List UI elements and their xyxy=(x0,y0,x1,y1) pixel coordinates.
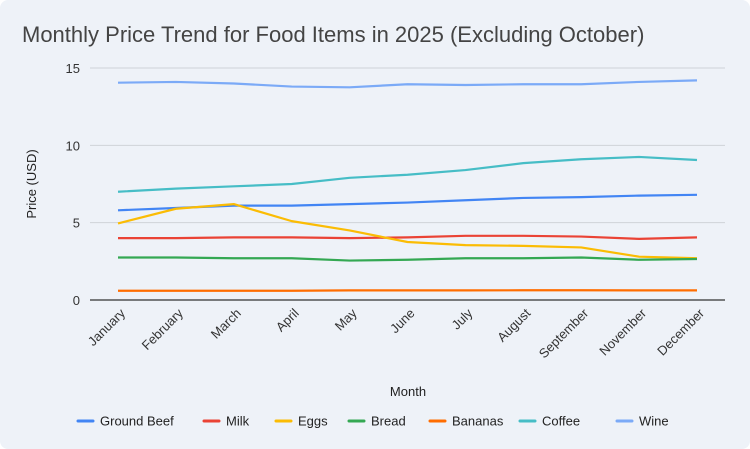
legend-item: Milk xyxy=(202,414,250,429)
series-line-wine xyxy=(117,79,698,89)
legend-label: Wine xyxy=(639,414,669,429)
series-line-bread xyxy=(118,256,698,262)
x-tick-label: May xyxy=(332,305,360,333)
series-line-ground-beef xyxy=(117,193,698,212)
legend-item: Bread xyxy=(347,414,406,429)
legend-label: Eggs xyxy=(298,414,328,429)
y-axis-label: Price (USD) xyxy=(24,149,39,218)
legend-item: Ground Beef xyxy=(76,414,174,429)
series-line-coffee xyxy=(117,155,698,193)
x-tick-label: August xyxy=(494,305,533,344)
y-tick-label: 10 xyxy=(66,138,80,153)
series-line-eggs xyxy=(117,203,698,260)
x-tick-label: January xyxy=(85,305,129,349)
x-tick-label: December xyxy=(654,305,707,358)
y-tick-label: 0 xyxy=(73,293,80,308)
legend-item: Bananas xyxy=(428,414,504,429)
x-axis-label: Month xyxy=(390,384,426,399)
x-tick-label: September xyxy=(536,305,592,361)
legend-label: Ground Beef xyxy=(100,414,174,429)
x-tick-label: February xyxy=(139,305,187,353)
x-tick-label: June xyxy=(387,306,418,337)
legend-label: Milk xyxy=(226,414,250,429)
legend-label: Coffee xyxy=(542,414,580,429)
x-tick-label: July xyxy=(449,305,476,332)
legend-item: Wine xyxy=(615,414,669,429)
legend-label: Bread xyxy=(371,414,406,429)
x-tick-label: March xyxy=(208,306,244,342)
legend-item: Eggs xyxy=(274,414,328,429)
series-line-milk xyxy=(118,234,698,241)
legend-item: Coffee xyxy=(518,414,580,429)
y-tick-label: 5 xyxy=(73,216,80,231)
y-tick-label: 15 xyxy=(66,61,80,76)
legend-label: Bananas xyxy=(452,414,504,429)
x-tick-label: November xyxy=(596,305,649,358)
x-tick-label: April xyxy=(273,305,302,334)
chart-title: Monthly Price Trend for Food Items in 20… xyxy=(22,22,644,47)
